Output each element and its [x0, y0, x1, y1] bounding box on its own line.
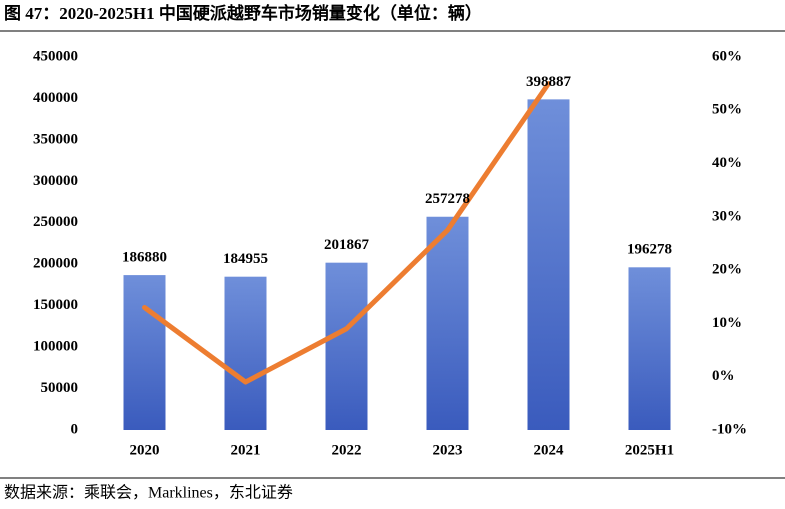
value-label: 257278: [425, 191, 470, 207]
bar: [123, 275, 166, 430]
bar: [224, 276, 267, 430]
chart-title: 图 47：2020-2025H1 中国硬派越野车市场销量变化（单位：辆）: [4, 3, 482, 23]
y-tick-label: 300000: [33, 173, 78, 189]
y2-tick-label: 50%: [712, 102, 742, 118]
y2-tick-label: 30%: [712, 208, 742, 224]
x-tick-label: 2024: [534, 442, 565, 458]
y2-tick-label: 40%: [712, 155, 742, 171]
y-tick-label: 450000: [33, 48, 78, 64]
value-label: 201867: [324, 237, 370, 253]
y2-tick-label: 60%: [712, 48, 742, 64]
bar: [325, 262, 368, 430]
bar: [527, 99, 570, 430]
y-tick-label: 100000: [33, 339, 78, 355]
x-tick-label: 2023: [433, 442, 463, 458]
y2-tick-label: 0%: [712, 368, 735, 384]
bar: [426, 216, 469, 430]
y-tick-label: 50000: [41, 380, 79, 396]
line: [142, 81, 551, 385]
x-tick-label: 2025H1: [625, 442, 674, 458]
y-tick-label: 0: [71, 421, 79, 437]
y2-tick-label: -10%: [712, 421, 747, 437]
y2-tick-label: 20%: [712, 262, 742, 278]
x-tick-label: 2020: [130, 442, 160, 458]
y-tick-label: 150000: [33, 297, 78, 313]
y-tick-label: 200000: [33, 256, 78, 272]
value-label: 196278: [627, 242, 672, 258]
source: 数据来源：乘联会，Marklines，东北证券: [4, 484, 293, 502]
x-tick-label: 2022: [332, 442, 362, 458]
value-label: 398887: [526, 74, 572, 90]
x-tick-label: 2021: [231, 442, 261, 458]
y-tick-label: 400000: [33, 90, 78, 106]
value-label: 184955: [223, 251, 268, 267]
y-tick-label: 250000: [33, 214, 78, 230]
bar: [628, 267, 671, 430]
y2-tick-label: 10%: [712, 315, 742, 331]
y-tick-label: 350000: [33, 131, 78, 147]
value-label: 186880: [122, 250, 167, 266]
